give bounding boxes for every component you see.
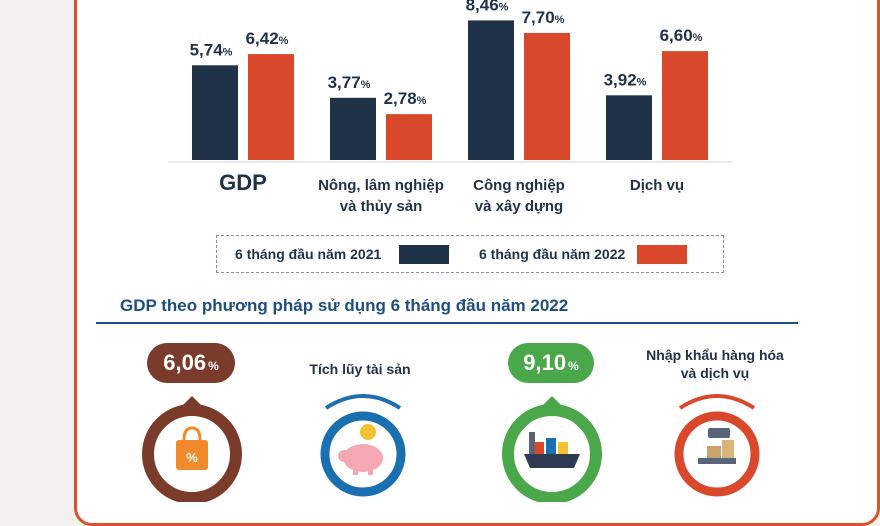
chart-legend: 6 tháng đầu năm 2021 6 tháng đầu năm 202…: [216, 235, 724, 273]
bar-chart: 5,74% 3,77% 8,46% 3,92% 6,42% 2,78% 7,70% 6,60%…: [168, 0, 732, 215]
bar-2022: [248, 54, 294, 160]
category-label: GDP: [219, 170, 267, 195]
import-caption: Nhập khẩu hàng hóa và dịch vụ: [640, 346, 790, 382]
scale-boxes-icon: [698, 428, 736, 464]
capital-formation-ring: [320, 394, 406, 497]
legend-label-2022: 6 tháng đầu năm 2022: [479, 246, 626, 262]
legend-swatch-2022: [637, 244, 688, 264]
category-label: Dịch vụ: [630, 177, 684, 194]
export-growth-badge: 9,10%: [508, 343, 594, 383]
export-growth-unit: %: [568, 359, 579, 373]
bar-2022: [662, 51, 708, 160]
data-label: 7,70%: [522, 8, 565, 27]
consumption-growth-badge: 6,06%: [147, 343, 235, 383]
piggy-bank-icon: [338, 424, 383, 475]
import-caption-line-1: Nhập khẩu hàng hóa: [646, 347, 784, 363]
section-divider: [96, 322, 798, 324]
data-label: 5,74%: [190, 40, 233, 59]
data-label: 2,78%: [384, 89, 427, 108]
data-label: 6,60%: [660, 26, 703, 45]
bar-2022: [386, 114, 432, 160]
usage-section-title: GDP theo phương pháp sử dụng 6 tháng đầu…: [120, 296, 569, 315]
shopping-bag-icon: %: [176, 426, 208, 470]
legend-label-2021: 6 tháng đầu năm 2021: [235, 246, 382, 262]
data-label: 3,77%: [328, 73, 371, 92]
bar-2021: [330, 97, 376, 160]
bar-2021: [606, 95, 652, 160]
consumption-ring: %: [142, 396, 242, 502]
category-label: Công nghiệp: [473, 177, 565, 194]
export-growth-value: 9,10: [523, 350, 567, 375]
data-label: 6,42%: [246, 29, 289, 48]
export-ring: [502, 396, 602, 502]
consumption-growth-value: 6,06: [163, 350, 207, 375]
category-label: và xây dựng: [475, 198, 563, 215]
category-label: Nông, lâm nghiệp: [318, 177, 444, 194]
legend-swatch-2021: [399, 244, 450, 264]
category-label: và thủy sản: [340, 198, 423, 215]
import-caption-line-2: và dịch vụ: [680, 365, 750, 381]
data-label: 3,92%: [604, 70, 647, 89]
bar-2022: [524, 32, 570, 161]
bar-2021: [192, 65, 238, 160]
svg-text:%: %: [186, 450, 198, 465]
bar-2021: [468, 20, 514, 160]
import-ring: [674, 394, 760, 497]
consumption-growth-unit: %: [208, 359, 219, 373]
legend-item-2021: 6 tháng đầu năm 2021: [235, 236, 450, 272]
data-label: 8,46%: [466, 0, 509, 14]
legend-item-2022: 6 tháng đầu năm 2022: [479, 236, 688, 272]
capital-formation-caption: Tích lũy tài sản: [309, 361, 411, 377]
cargo-ship-icon: [524, 432, 580, 468]
